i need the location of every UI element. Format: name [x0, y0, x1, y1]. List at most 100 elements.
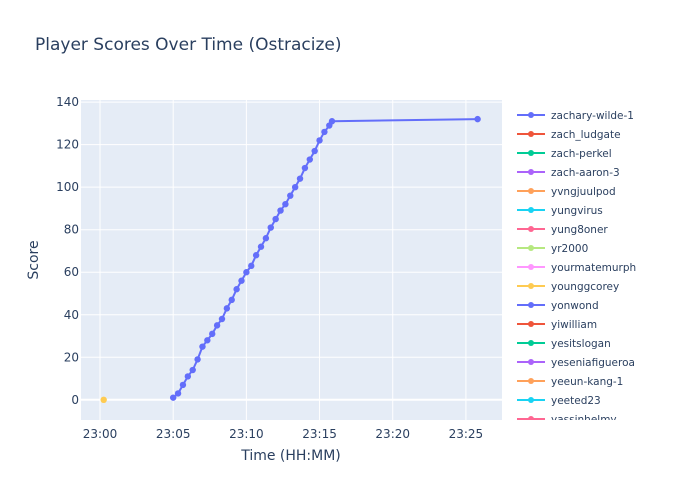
x-axis-label: Time (HH:MM)	[240, 448, 341, 464]
legend-label: yeeun-kang-1	[551, 376, 623, 388]
data-point	[306, 156, 313, 163]
data-point	[223, 305, 231, 312]
data-point	[228, 296, 235, 304]
legend-item: yvngjuulpod	[517, 186, 616, 198]
data-point	[233, 286, 240, 293]
legend: zachary-wilde-1 zach_ludgate zach-perkel za…	[517, 110, 636, 426]
x-tick-label: 23:10	[229, 427, 264, 441]
data-point	[321, 128, 328, 136]
legend-item: yourmatemurph	[517, 262, 636, 274]
data-point	[100, 396, 107, 404]
data-point	[170, 394, 177, 401]
data-point	[238, 277, 245, 284]
data-point	[179, 381, 187, 389]
legend-label: yeseniafigueroa	[551, 357, 635, 369]
x-tick-label: 23:20	[375, 427, 410, 441]
data-point	[291, 183, 299, 191]
data-point	[282, 200, 289, 208]
y-tick-label: 40	[64, 308, 79, 322]
legend-label: zachary-wilde-1	[551, 110, 634, 122]
legend-label: yassinhelmy	[551, 414, 617, 426]
data-point	[277, 207, 284, 214]
legend-item: yung8oner	[517, 224, 608, 236]
data-point	[316, 137, 323, 144]
legend-label: yesitslogan	[551, 338, 611, 350]
data-point	[262, 235, 270, 242]
legend-swatch-marker	[528, 188, 534, 194]
y-tick-label: 20	[64, 350, 79, 364]
y-tick-label: 60	[64, 265, 79, 279]
chart-title: Player Scores Over Time (Ostracize)	[35, 35, 342, 55]
legend-item: younggcorey	[517, 281, 619, 293]
data-point	[267, 224, 274, 231]
legend-swatch-marker	[528, 321, 534, 327]
x-tick-label: 23:05	[156, 427, 191, 441]
legend-item: yiwilliam	[517, 319, 597, 331]
legend-item: yr2000	[517, 243, 588, 255]
legend-label: yeeted23	[551, 395, 601, 407]
data-point	[243, 269, 250, 276]
legend-item: yesitslogan	[517, 338, 611, 350]
legend-swatch-marker	[528, 283, 534, 289]
legend-swatch-marker	[528, 378, 534, 384]
data-point	[474, 115, 481, 123]
legend-swatch-marker	[528, 359, 534, 365]
data-point	[296, 175, 304, 182]
data-point	[184, 373, 192, 380]
legend-label: yvngjuulpod	[551, 186, 616, 198]
y-tick-label: 140	[56, 95, 79, 109]
legend-label: yung8oner	[551, 224, 608, 236]
data-point	[328, 118, 336, 125]
legend-swatch-marker	[528, 169, 534, 175]
legend-item: yonwond	[517, 300, 599, 312]
data-point	[218, 315, 226, 323]
legend-swatch-marker	[528, 150, 534, 156]
x-tick-label: 23:25	[449, 427, 484, 441]
legend-item: yassinhelmy	[517, 414, 617, 426]
legend-label: yr2000	[551, 243, 588, 255]
legend-swatch-marker	[528, 207, 534, 213]
y-tick-label: 0	[71, 393, 79, 407]
legend-item: yeeted23	[517, 395, 601, 407]
data-point	[194, 356, 201, 363]
legend-swatch-marker	[528, 226, 534, 232]
legend-item: yeseniafigueroa	[517, 357, 635, 369]
data-point	[272, 215, 279, 223]
y-tick-label: 80	[64, 223, 79, 237]
data-point	[209, 330, 216, 338]
data-point	[204, 337, 211, 344]
legend-label: yungvirus	[551, 205, 603, 217]
data-point	[311, 147, 318, 155]
legend-item: yungvirus	[517, 205, 603, 217]
legend-swatch-marker	[528, 340, 534, 346]
data-point	[248, 262, 255, 270]
x-tick-label: 23:00	[83, 427, 118, 441]
legend-item: zachary-wilde-1	[517, 110, 634, 122]
legend-item: zach-perkel	[517, 148, 612, 160]
y-tick-label: 100	[56, 180, 79, 194]
legend-item: yeeun-kang-1	[517, 376, 623, 388]
legend-item: zach_ludgate	[517, 129, 621, 141]
legend-label: yonwond	[551, 300, 599, 312]
x-tick-label: 23:15	[302, 427, 337, 441]
y-axis-label: Score	[26, 240, 42, 279]
data-point	[252, 252, 260, 259]
legend-label: zach_ludgate	[551, 129, 621, 141]
legend-swatch-marker	[528, 112, 534, 118]
legend-swatch-marker	[528, 416, 534, 420]
data-point	[301, 164, 309, 172]
data-point	[174, 390, 182, 397]
data-point	[287, 192, 294, 199]
data-point	[199, 343, 206, 350]
legend-label: zach-aaron-3	[551, 167, 620, 179]
legend-swatch-marker	[528, 302, 534, 308]
data-point	[189, 366, 196, 374]
legend-item: zach-aaron-3	[517, 167, 620, 179]
legend-label: zach-perkel	[551, 148, 612, 160]
legend-swatch-marker	[528, 397, 534, 403]
legend-swatch-marker	[528, 245, 534, 251]
plot-area	[81, 100, 502, 420]
data-point	[213, 322, 221, 329]
